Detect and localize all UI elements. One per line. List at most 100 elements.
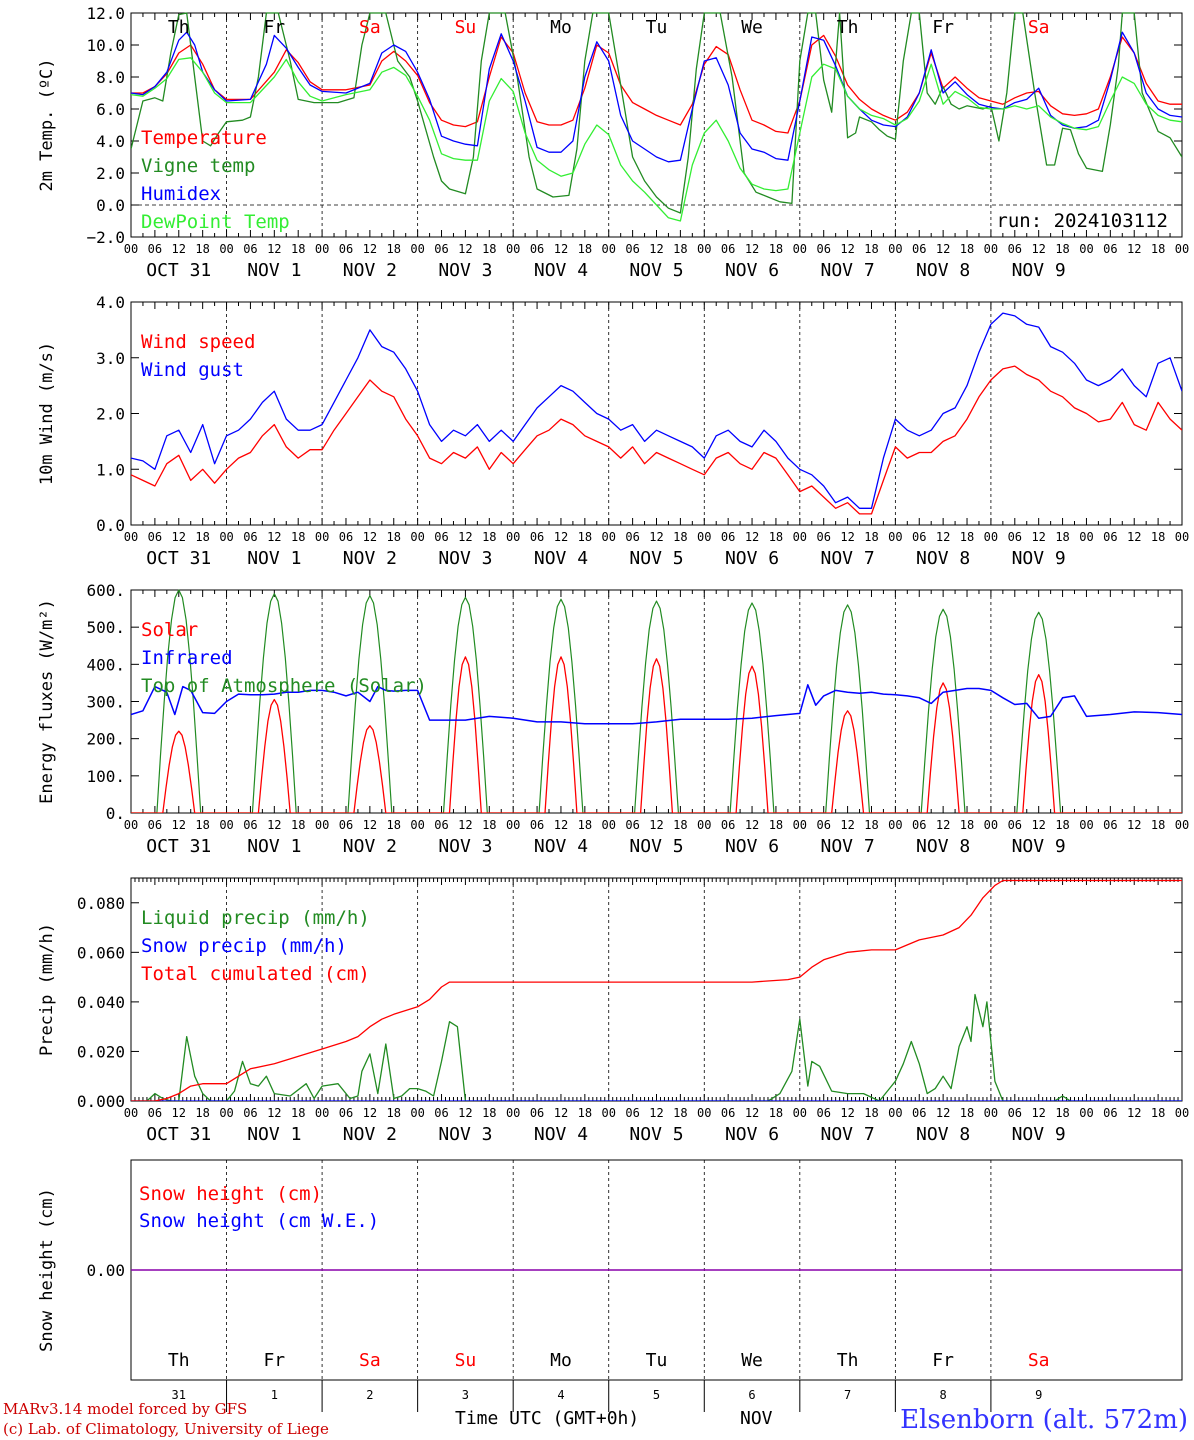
series-wind-gust — [131, 312, 1182, 509]
legend-precip: Liquid precip (mm/h) Snow precip (mm/h) To… — [141, 907, 370, 985]
date-label: NOV 8 — [916, 836, 970, 857]
series-wind-speed — [131, 365, 1182, 515]
x-tick-label: 00 — [888, 1106, 902, 1120]
x-tick-label: 18 — [291, 530, 305, 544]
y-tick-label: 400. — [86, 655, 125, 674]
x-tick-label: 12 — [745, 818, 759, 832]
legend-entry: Snow height (cm) — [139, 1183, 322, 1205]
weekday-label: We — [741, 17, 763, 38]
x-tick-label: 12 — [172, 1106, 186, 1120]
x-tick-label: 06 — [243, 530, 257, 544]
x-tick-label: 00 — [1175, 242, 1189, 256]
date-label: NOV 9 — [1012, 548, 1066, 569]
date-label: NOV 8 — [916, 260, 970, 281]
x-tick-label: 06 — [721, 530, 735, 544]
x-tick-label: 18 — [195, 1106, 209, 1120]
x-tick-label: 00 — [315, 530, 329, 544]
legend-entry: DewPoint Temp — [141, 211, 290, 233]
x-tick-label: 06 — [339, 530, 353, 544]
y-tick-label: 200. — [86, 730, 125, 749]
x-tick-label: 06 — [434, 530, 448, 544]
x-hour-labels-energy: 00 06 12 18 00 06 12 18 00 06 12 18 00 06 12 18 00 06 12 18… — [124, 818, 1189, 857]
date-label: NOV 4 — [534, 260, 588, 281]
y-tick-label: 500. — [86, 618, 125, 637]
x-tick-label: 00 — [697, 1106, 711, 1120]
legend-entry: Temperature — [141, 127, 267, 149]
series-total-cumulated-cm — [131, 879, 1182, 1101]
y-axis-label: Energy fluxes (W/m²) — [37, 599, 57, 804]
series-dewpoint-temp — [131, 57, 1182, 222]
x-tick-label: 18 — [387, 530, 401, 544]
x-tick-label: 12 — [267, 1106, 281, 1120]
weekday-label: Sa — [359, 17, 381, 38]
day-number: 31 — [172, 1388, 186, 1402]
x-tick-label: 18 — [1151, 1106, 1165, 1120]
x-tick-label: 00 — [410, 1106, 424, 1120]
date-label: NOV 7 — [820, 836, 874, 857]
day-number: 3 — [462, 1388, 469, 1402]
x-hour-labels-temp: 00 06 12 18 00 06 12 18 00 06 12 18 00 06 12 18 00 06 12 18… — [124, 242, 1189, 281]
x-tick-label: 00 — [506, 242, 520, 256]
x-tick-label: 06 — [243, 1106, 257, 1120]
weekday-label-bottom: Mo — [550, 1350, 572, 1371]
y-tick-label: 0. — [106, 804, 125, 823]
y-axis-label: Precip (mm/h) — [37, 923, 57, 1056]
panel-temp: −2.0 0.0 2.0 4.0 6.0 8.0 10.0 12.0 2m Temp. (ºC)… — [37, 4, 1189, 281]
weekday-label-bottom: Sa — [1028, 1350, 1050, 1371]
x-tick-label: 18 — [1055, 530, 1069, 544]
x-hour-labels-precip: 00 06 12 18 00 06 12 18 00 06 12 18 00 06 12 18 00 06 12 18… — [124, 1106, 1189, 1145]
x-tick-label: 18 — [578, 818, 592, 832]
x-tick-label: 06 — [721, 1106, 735, 1120]
lab-credit: (c) Lab. of Climatology, University of L… — [3, 1420, 329, 1438]
y-tick-label: 4.0 — [96, 132, 125, 151]
x-tick-label: 18 — [1151, 530, 1165, 544]
x-tick-label: 06 — [625, 530, 639, 544]
x-tick-label: 18 — [864, 530, 878, 544]
day-number: 4 — [557, 1388, 564, 1402]
x-tick-label: 18 — [482, 242, 496, 256]
x-tick-label: 00 — [219, 242, 233, 256]
x-tick-label: 12 — [363, 242, 377, 256]
x-tick-label: 06 — [148, 1106, 162, 1120]
weekday-label-bottom: Sa — [359, 1350, 381, 1371]
date-label: NOV 3 — [438, 1124, 492, 1145]
y-tick-label: 1.0 — [96, 460, 125, 479]
x-tick-label: 18 — [673, 1106, 687, 1120]
y-tick-label: 6.0 — [96, 100, 125, 119]
weekday-label: Sa — [1028, 17, 1050, 38]
x-tick-label: 06 — [1008, 1106, 1022, 1120]
x-tick-label: 00 — [697, 818, 711, 832]
legend-entry: Snow height (cm W.E.) — [139, 1210, 379, 1232]
legend-entry: Wind speed — [141, 331, 255, 353]
solar-line — [131, 656, 1182, 813]
x-tick-label: 00 — [888, 242, 902, 256]
x-tick-label: 00 — [1079, 1106, 1093, 1120]
x-tick-label: 06 — [912, 1106, 926, 1120]
x-tick-label: 00 — [1175, 530, 1189, 544]
x-tick-label: 06 — [625, 818, 639, 832]
x-tick-label: 00 — [506, 1106, 520, 1120]
x-tick-label: 06 — [912, 818, 926, 832]
legend-wind: Wind speed Wind gust — [141, 331, 255, 381]
weekday-label: Th — [837, 17, 859, 38]
x-tick-label: 00 — [1175, 1106, 1189, 1120]
y-tick-label: 0.0 — [96, 196, 125, 215]
date-label: NOV 2 — [343, 548, 397, 569]
legend-temp: Temperature Vigne temp Humidex DewPoint Tem… — [141, 127, 290, 233]
y-tick-label: 0.060 — [77, 943, 125, 962]
x-tick-label: 06 — [530, 530, 544, 544]
weekday-label-bottom: Th — [837, 1350, 859, 1371]
y-tick-label: 600. — [86, 581, 125, 600]
hour-ticks-precip — [130, 878, 1183, 1101]
x-tick-label: 06 — [434, 242, 448, 256]
x-tick-label: 00 — [984, 1106, 998, 1120]
x-tick-label: 18 — [960, 818, 974, 832]
weekday-label-bottom: Th — [168, 1350, 190, 1371]
x-tick-label: 12 — [1127, 242, 1141, 256]
x-tick-label: 00 — [124, 818, 138, 832]
date-label: NOV 1 — [247, 836, 301, 857]
weekday-labels-top: Th Fr Sa Su Mo Tu We Th Fr Sa — [168, 17, 1050, 38]
date-label: NOV 8 — [916, 1124, 970, 1145]
x-tick-label: 18 — [960, 530, 974, 544]
x-tick-label: 00 — [124, 242, 138, 256]
